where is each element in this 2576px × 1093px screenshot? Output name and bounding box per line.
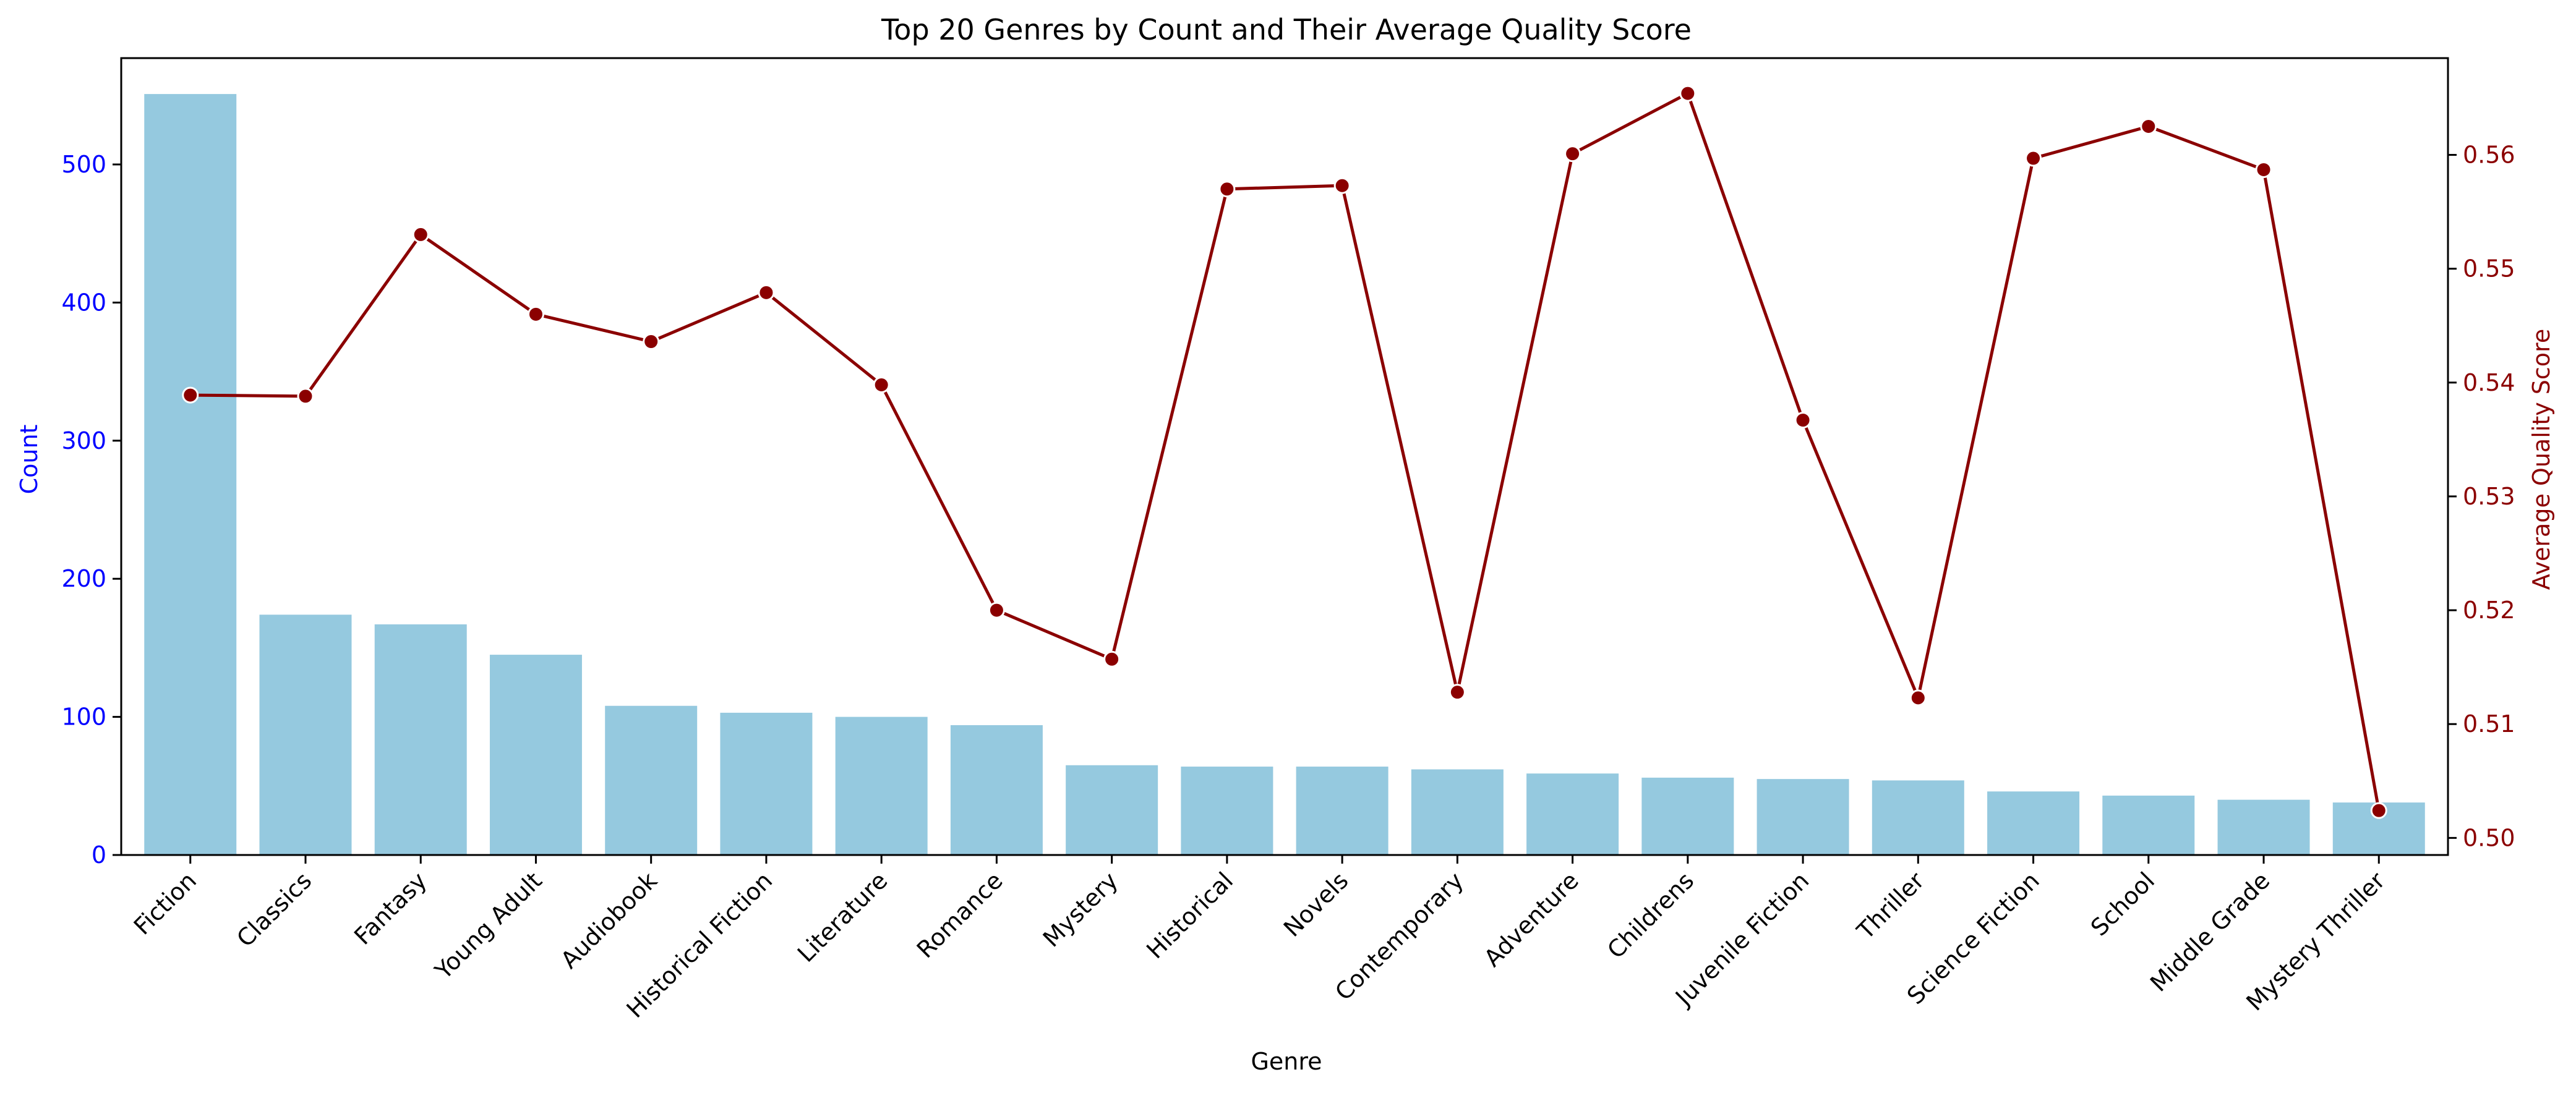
y-left-tick-label-1: 100 (61, 704, 106, 731)
quality-point-17 (2140, 117, 2157, 135)
bar-0 (144, 94, 237, 855)
bar-3 (489, 655, 582, 855)
x-tick-label-18: Middle Grade (2145, 867, 2275, 997)
quality-point-11 (1448, 684, 1466, 701)
x-tick-label-4: Audiobook (555, 867, 662, 974)
quality-point-9 (1218, 181, 1236, 198)
quality-point-2 (412, 226, 429, 243)
bar-15 (1872, 780, 1964, 855)
y-left-tick-label-0: 0 (92, 841, 106, 869)
x-tick-label-13: Childrens (1602, 867, 1699, 964)
bar-2 (374, 624, 467, 855)
bar-5 (720, 712, 813, 855)
y-left-tick-label-4: 400 (61, 289, 106, 316)
bar-10 (1296, 767, 1389, 855)
x-tick-label-8: Mystery (1038, 867, 1123, 952)
bar-17 (2102, 795, 2195, 855)
x-tick-label-17: School (2086, 867, 2160, 941)
line-layer (182, 85, 2387, 819)
bar-9 (1181, 767, 1273, 855)
axes-layer: 0 100 200 300 400 500 0.50 0.51 0.52 0.53 0.54 0.55… (61, 57, 2515, 1023)
y-left-tick-label-2: 200 (61, 565, 106, 592)
y-left-tick-label-5: 500 (61, 151, 106, 178)
x-tick-label-12: Adventure (1479, 867, 1584, 972)
bar-12 (1526, 773, 1619, 855)
chart-title: Top 20 Genres by Count and Their Average… (881, 13, 1692, 46)
quality-point-19 (2370, 802, 2387, 819)
quality-point-0 (182, 386, 199, 404)
y-right-tick-label-4: 0.54 (2463, 369, 2515, 396)
y-left-tick-label-3: 300 (61, 427, 106, 454)
x-tick-label-15: Thriller (1851, 867, 1930, 945)
bar-14 (1757, 779, 1849, 855)
quality-point-4 (643, 333, 660, 351)
quality-point-8 (1103, 650, 1121, 668)
quality-point-10 (1333, 177, 1351, 194)
x-tick-label-3: Young Adult (429, 867, 547, 985)
quality-line (190, 91, 2381, 811)
quality-point-12 (1564, 145, 1581, 163)
quality-point-16 (2025, 150, 2042, 167)
y-right-tick-label-5: 0.55 (2463, 255, 2515, 283)
x-tick-label-0: Fiction (129, 867, 202, 940)
x-tick-label-10: Novels (1278, 867, 1354, 942)
bar-13 (1641, 777, 1734, 855)
bar-11 (1411, 769, 1504, 855)
x-tick-label-2: Fantasy (349, 867, 432, 950)
y-right-tick-label-6: 0.56 (2463, 142, 2515, 169)
bar-18 (2217, 799, 2310, 855)
x-axis-label: Genre (1251, 1048, 1322, 1075)
x-tick-label-1: Classics (231, 867, 317, 952)
quality-point-7 (988, 602, 1005, 619)
bar-1 (259, 615, 352, 855)
y-right-tick-label-2: 0.52 (2463, 597, 2515, 624)
quality-point-5 (758, 284, 775, 301)
quality-point-13 (1679, 85, 1697, 102)
y-axis-label-left: Count (15, 425, 43, 495)
bar-6 (835, 717, 928, 855)
bar-7 (950, 725, 1043, 855)
x-tick-label-7: Romance (912, 867, 1008, 963)
quality-point-6 (873, 376, 890, 393)
y-axis-label-right: Average Quality Score (2528, 329, 2555, 590)
labels-layer: Top 20 Genres by Count and Their Average… (15, 13, 2555, 1075)
bar-8 (1066, 765, 1158, 855)
y-right-tick-label-1: 0.51 (2463, 710, 2515, 738)
quality-point-1 (297, 388, 314, 405)
y-right-tick-label-0: 0.50 (2463, 824, 2515, 851)
plot-frame (120, 57, 2449, 856)
bars-layer (144, 94, 2425, 855)
y-right-tick-label-3: 0.53 (2463, 483, 2515, 510)
bar-4 (605, 705, 698, 855)
x-tick-label-9: Historical (1141, 867, 1238, 964)
quality-point-15 (1909, 689, 1927, 707)
quality-point-3 (527, 305, 544, 323)
x-tick-label-6: Literature (792, 867, 893, 968)
quality-point-14 (1794, 412, 1812, 429)
quality-point-18 (2255, 161, 2272, 178)
bar-16 (1987, 791, 2080, 855)
